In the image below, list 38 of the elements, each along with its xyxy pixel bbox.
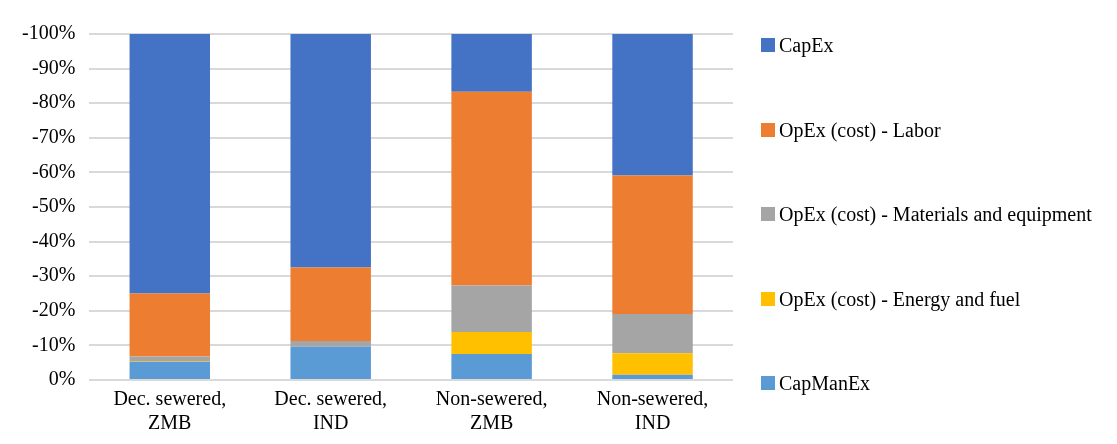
bar [129,34,211,294]
bar [290,34,371,268]
y-tick-label: -30% [31,263,76,286]
bar [612,353,693,375]
bar [129,356,211,361]
y-tick-label: -50% [31,194,76,217]
bar [290,340,371,347]
x-tick-label: Dec. sewered, IND [274,387,388,434]
legend-label: OpEx (cost) - Energy and fuel [779,286,1021,313]
bar [612,34,693,176]
bar [451,91,532,286]
x-tick-label: Non-sewered, IND [596,387,709,434]
y-tick-label: -100% [21,21,76,44]
bar [290,346,371,379]
bar [451,34,532,92]
bar [612,175,693,314]
bar [129,361,211,379]
y-tick-label: 0% [48,367,76,390]
bar [612,374,693,379]
y-tick-label: -80% [31,90,76,113]
x-tick-label: Dec. sewered, ZMB [113,387,227,434]
y-tick-label: -70% [31,125,76,148]
y-tick-label: -10% [31,332,76,355]
bar [612,313,693,354]
legend-label: CapEx [779,33,834,59]
bar [451,354,532,379]
y-tick-label: -40% [31,228,76,251]
bar [451,285,532,332]
y-tick-label: -20% [31,298,76,321]
bar [451,331,532,355]
x-tick-label: Non-sewered, ZMB [435,387,548,434]
legend-label: CapManEx [779,371,871,397]
bar [129,293,211,357]
y-tick-label: -90% [31,55,76,78]
bar [290,267,371,341]
legend-label: OpEx (cost) - Materials and equipment [779,202,1092,228]
legend-label: OpEx (cost) - Labor [779,117,941,144]
y-tick-label: -60% [31,159,76,182]
